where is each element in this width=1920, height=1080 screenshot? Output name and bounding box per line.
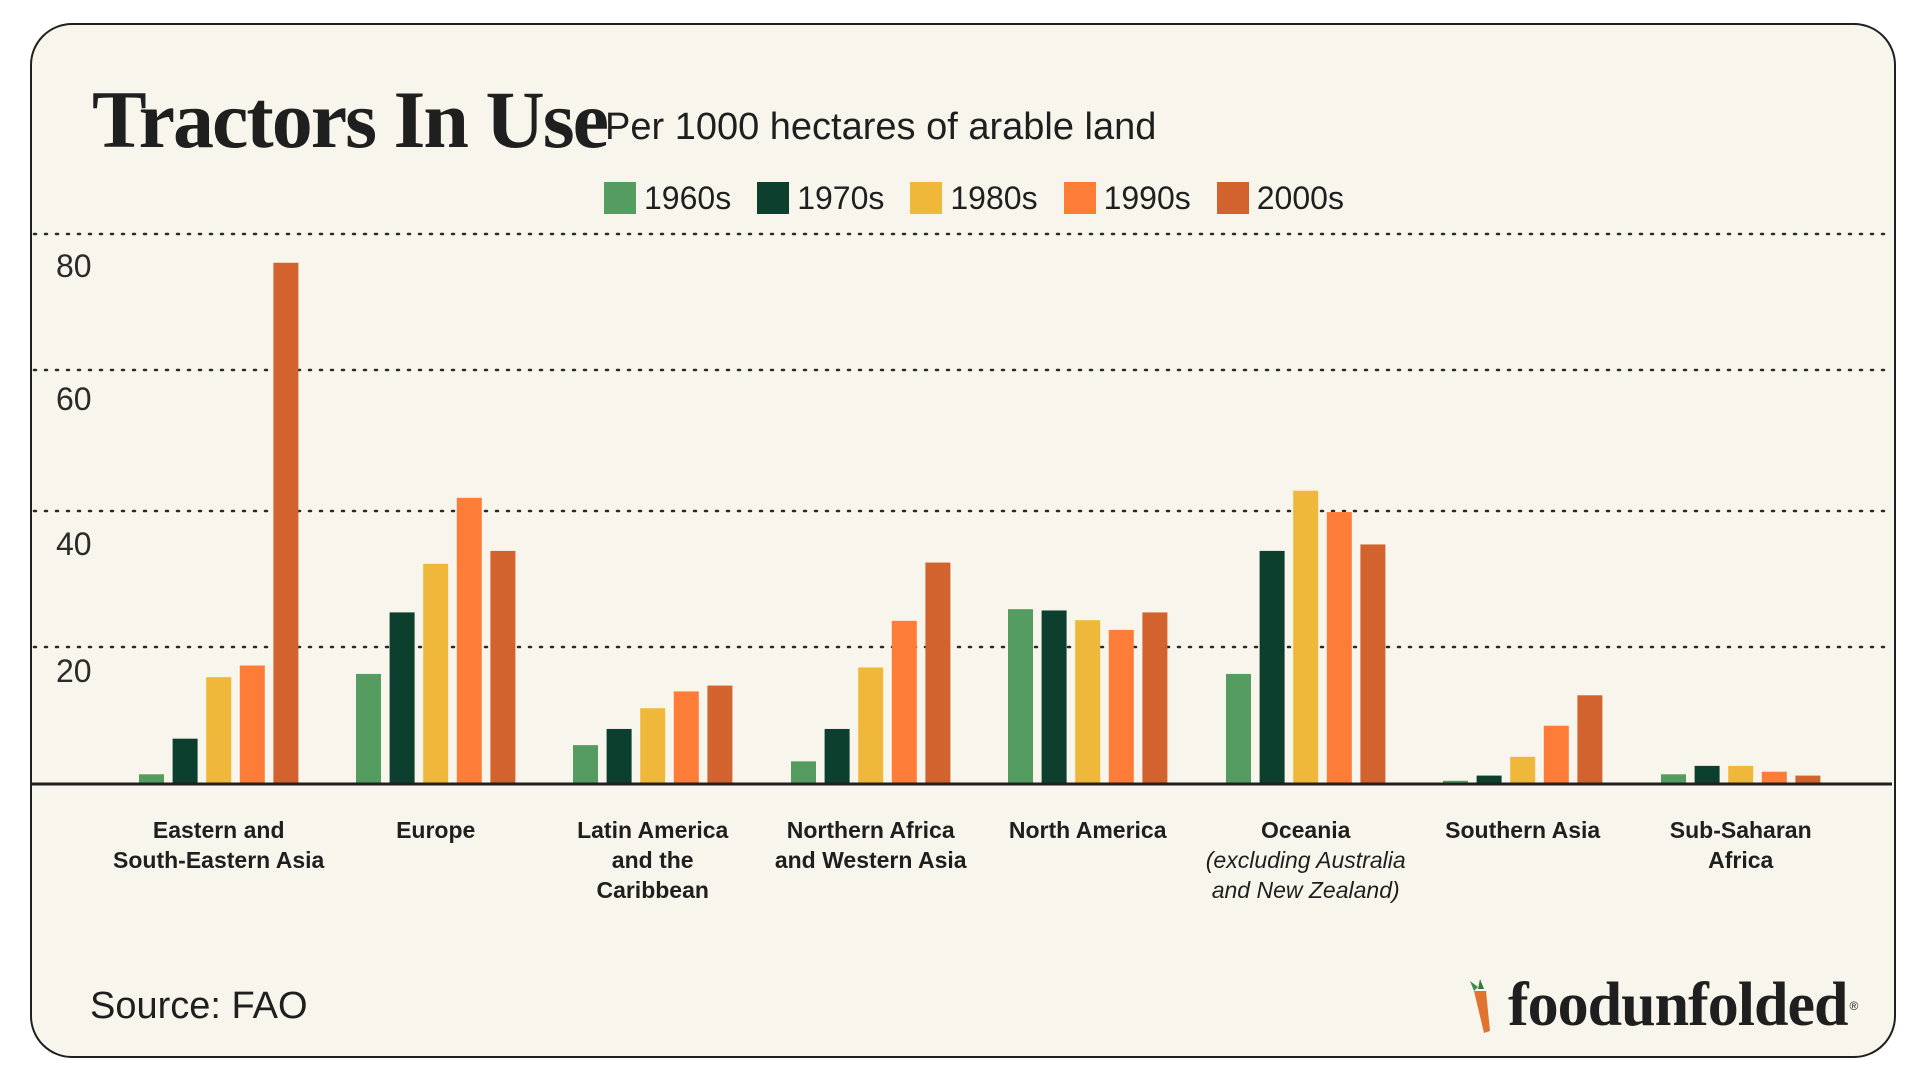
y-tick-label-20: 20: [56, 653, 92, 689]
category-label-2-line-1: and the: [612, 847, 694, 873]
bar-1960s-3: [791, 761, 816, 784]
bar-1970s-2: [606, 728, 632, 784]
bar-1980s-3: [858, 667, 884, 784]
legend-swatch-2000s: [1216, 182, 1249, 214]
legend-swatch-1980s: [910, 182, 943, 214]
chart-legend: 1960s 1970s 1980s 1990s 2000s: [604, 176, 1370, 220]
bar-1980s-4: [1075, 620, 1101, 784]
bar-1960s-2: [573, 745, 598, 784]
bar-1960s-6: [1443, 780, 1468, 784]
source-note: Source: FAO: [90, 985, 308, 1027]
bar-1980s-5: [1293, 490, 1319, 784]
category-label-1-line-0: Europe: [396, 817, 475, 843]
bar-1970s-3: [824, 728, 850, 784]
carrot-logo-icon: [1470, 978, 1490, 1033]
category-label-6-line-0: Southern Asia: [1445, 817, 1600, 843]
bar-2000s-2: [707, 685, 733, 784]
bar-1970s-4: [1041, 610, 1067, 784]
category-label-0-line-0: Eastern and: [153, 817, 285, 843]
category-note-5-line-0: (excluding Australia: [1206, 847, 1406, 873]
category-label-4-line-0: North America: [1009, 817, 1167, 843]
foodunfolded-logo: foodunfolded ®: [1462, 970, 1858, 1041]
bar-1960s-4: [1008, 609, 1033, 784]
bar-1960s-1: [356, 673, 381, 784]
bar-1980s-7: [1728, 765, 1754, 784]
bar-2000s-1: [490, 550, 516, 784]
bar-1960s-7: [1661, 774, 1686, 784]
bar-2000s-4: [1142, 612, 1168, 784]
legend-item-1970s: 1970s: [757, 180, 884, 217]
bar-1960s-0: [139, 774, 164, 784]
category-label-2-line-0: Latin America: [577, 817, 728, 843]
legend-label-1970s: 1970s: [797, 179, 885, 216]
bar-1990s-3: [891, 620, 917, 784]
category-label-7-line-1: Africa: [1708, 847, 1773, 873]
legend-swatch-1990s: [1063, 182, 1096, 214]
category-label-0-line-1: South-Eastern Asia: [113, 847, 325, 873]
bar-1990s-6: [1543, 725, 1569, 784]
bar-1970s-1: [389, 612, 415, 784]
bar-1990s-0: [239, 665, 265, 784]
category-label-7-line-0: Sub-Saharan: [1670, 817, 1812, 843]
y-tick-label-80: 80: [56, 248, 92, 284]
chart-card: [30, 23, 1896, 1058]
y-tick-label-40: 40: [56, 526, 92, 562]
bar-1960s-5: [1226, 673, 1251, 784]
bar-1990s-2: [673, 691, 699, 784]
bar-1980s-2: [640, 708, 666, 784]
logo-wordmark: foodunfolded: [1508, 971, 1848, 1039]
y-tick-label-60: 60: [56, 381, 92, 417]
chart-title: Tractors In Use: [92, 74, 609, 165]
category-label-2-line-2: Caribbean: [596, 877, 708, 903]
legend-item-1990s: 1990s: [1063, 179, 1191, 217]
bar-1970s-5: [1259, 550, 1285, 784]
legend-label-1960s: 1960s: [644, 179, 732, 216]
legend-item-2000s: 2000s: [1216, 179, 1344, 217]
legend-item-1960s: 1960s: [604, 180, 731, 217]
bar-2000s-0: [273, 262, 299, 784]
legend-label-2000s: 2000s: [1256, 179, 1344, 216]
bar-1980s-1: [423, 563, 449, 784]
category-note-5-line-1: and New Zealand): [1212, 877, 1400, 903]
bar-1970s-6: [1476, 775, 1502, 784]
bar-2000s-6: [1577, 695, 1603, 784]
legend-swatch-1960s: [604, 182, 636, 214]
bar-1990s-5: [1326, 512, 1352, 784]
bar-1990s-7: [1761, 771, 1787, 784]
bar-1980s-0: [206, 677, 232, 784]
chart-subtitle: Per 1000 hectares of arable land: [605, 106, 1157, 148]
legend-item-1980s: 1980s: [910, 179, 1038, 217]
registered-mark: ®: [1849, 998, 1859, 1013]
bar-1970s-7: [1694, 765, 1720, 784]
category-label-3-line-1: and Western Asia: [775, 847, 967, 873]
category-label-3-line-0: Northern Africa: [787, 817, 955, 843]
bar-1980s-6: [1510, 756, 1536, 784]
bar-2000s-5: [1360, 544, 1386, 784]
bar-1990s-4: [1108, 629, 1134, 784]
legend-swatch-1970s: [757, 182, 790, 214]
bar-1990s-1: [456, 497, 482, 784]
legend-label-1980s: 1980s: [950, 179, 1038, 216]
category-label-5-line-0: Oceania: [1261, 817, 1351, 843]
legend-label-1990s: 1990s: [1103, 179, 1191, 216]
bar-1970s-0: [172, 738, 198, 784]
bar-2000s-3: [925, 562, 951, 784]
bar-2000s-7: [1795, 775, 1821, 784]
